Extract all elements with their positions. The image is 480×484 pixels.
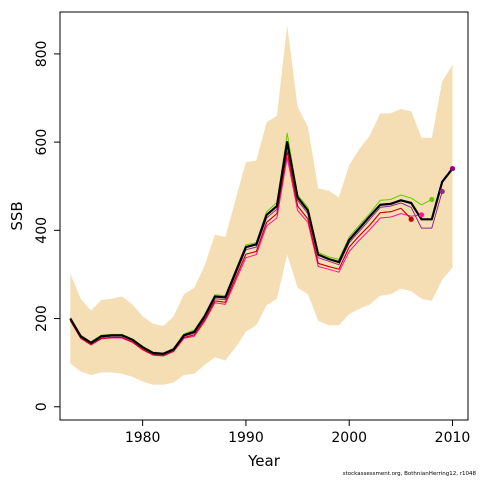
endpoint-layer bbox=[408, 165, 456, 222]
series-line-4 bbox=[69, 151, 412, 357]
footer-note: stockassessment.org, BothnianHerring12, … bbox=[342, 471, 476, 477]
y-tick-label: 600 bbox=[34, 129, 50, 156]
confidence-band-layer bbox=[70, 25, 453, 385]
confidence-band bbox=[70, 25, 453, 385]
x-tick-label: 2000 bbox=[331, 430, 367, 446]
x-axis-label: Year bbox=[247, 452, 281, 470]
y-tick-label: 400 bbox=[34, 217, 50, 244]
endpoint-marker-0 bbox=[408, 216, 414, 222]
y-axis-label: SSB bbox=[8, 201, 26, 230]
y-axis: 0 200 400 600 800 bbox=[34, 41, 60, 411]
series-line-0 bbox=[69, 141, 454, 355]
y-tick-label: 0 bbox=[34, 402, 50, 411]
x-axis: 1980 1990 2000 2010 bbox=[125, 419, 471, 446]
y-tick-label: 200 bbox=[34, 305, 50, 332]
x-tick-label: 1990 bbox=[228, 430, 264, 446]
endpoint-marker-1 bbox=[418, 212, 425, 218]
endpoint-marker-4 bbox=[449, 165, 456, 172]
endpoint-marker-2 bbox=[429, 196, 435, 203]
endpoint-marker-3 bbox=[439, 188, 445, 195]
x-tick-label: 2010 bbox=[435, 430, 471, 446]
series-layer bbox=[69, 132, 454, 357]
y-tick-label: 800 bbox=[34, 41, 50, 68]
x-tick-label: 1980 bbox=[125, 430, 161, 446]
